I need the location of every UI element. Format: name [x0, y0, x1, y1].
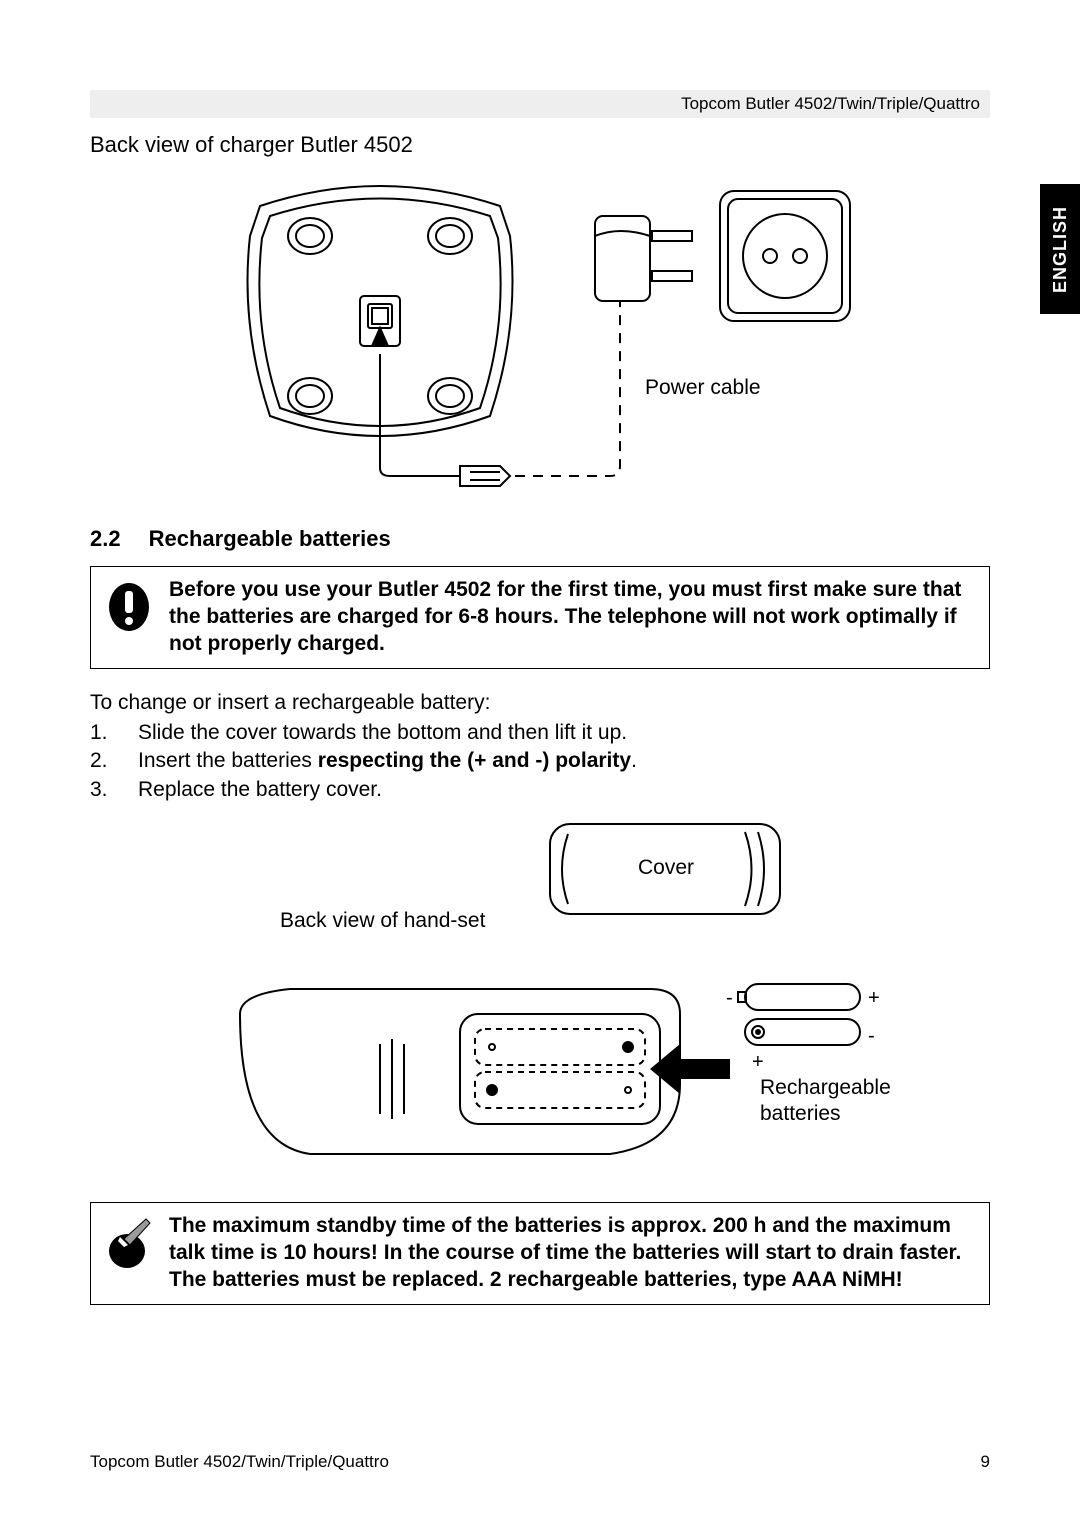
notice-charging-text: Before you use your Butler 4502 for the … — [169, 577, 975, 658]
svg-text:-: - — [726, 987, 733, 1009]
page: Topcom Butler 4502/Twin/Triple/Quattro E… — [0, 0, 1080, 1528]
section-title: Rechargeable batteries — [149, 526, 391, 552]
section-heading: 2.2 Rechargeable batteries — [90, 526, 990, 552]
notice-battery-life: The maximum standby time of the batterie… — [90, 1202, 990, 1305]
language-tab: ENGLISH — [1040, 184, 1080, 314]
svg-text:-: - — [868, 1025, 875, 1047]
step-text-part: Insert the batteries — [138, 749, 318, 772]
back-view-label: Back view of hand-set — [280, 909, 485, 933]
list-item: 1. Slide the cover towards the bottom an… — [90, 719, 990, 747]
step-text: Replace the battery cover. — [138, 776, 382, 804]
language-label: ENGLISH — [1050, 205, 1071, 292]
footer-page-number: 9 — [981, 1452, 990, 1472]
notice-battery-life-text: The maximum standby time of the batterie… — [169, 1213, 975, 1294]
handset-svg: - + - + — [180, 814, 900, 1184]
step-number: 3. — [90, 776, 112, 804]
intro-text: To change or insert a rechargeable batte… — [90, 689, 990, 717]
list-item: 3. Replace the battery cover. — [90, 776, 990, 804]
list-item: 2. Insert the batteries respecting the (… — [90, 747, 990, 775]
notice-charging: Before you use your Butler 4502 for the … — [90, 566, 990, 669]
footer-product: Topcom Butler 4502/Twin/Triple/Quattro — [90, 1452, 389, 1472]
section-number: 2.2 — [90, 526, 121, 552]
svg-text:+: + — [868, 987, 880, 1009]
step-text-part: . — [631, 749, 637, 772]
charger-diagram: Power cable — [200, 176, 880, 496]
handset-diagram: Back view of hand-set — [180, 814, 900, 1184]
batteries-label-1: Rechargeable — [760, 1076, 891, 1100]
step-number: 1. — [90, 719, 112, 747]
footer: Topcom Butler 4502/Twin/Triple/Quattro 9 — [90, 1452, 990, 1472]
step-text: Slide the cover towards the bottom and t… — [138, 719, 627, 747]
warning-icon — [105, 577, 153, 633]
header-bar: Topcom Butler 4502/Twin/Triple/Quattro — [90, 90, 990, 118]
step-text-bold: respecting the (+ and -) polarity — [318, 749, 631, 772]
figure-title: Back view of charger Butler 4502 — [90, 132, 990, 158]
charger-svg — [200, 176, 880, 496]
svg-text:+: + — [752, 1051, 764, 1073]
power-cable-label: Power cable — [645, 376, 761, 400]
cover-label: Cover — [638, 856, 694, 880]
step-number: 2. — [90, 747, 112, 775]
steps-list: 1. Slide the cover towards the bottom an… — [90, 719, 990, 804]
step-text: Insert the batteries respecting the (+ a… — [138, 747, 637, 775]
batteries-label-2: batteries — [760, 1102, 841, 1126]
header-product: Topcom Butler 4502/Twin/Triple/Quattro — [681, 94, 980, 114]
note-icon — [105, 1213, 153, 1271]
